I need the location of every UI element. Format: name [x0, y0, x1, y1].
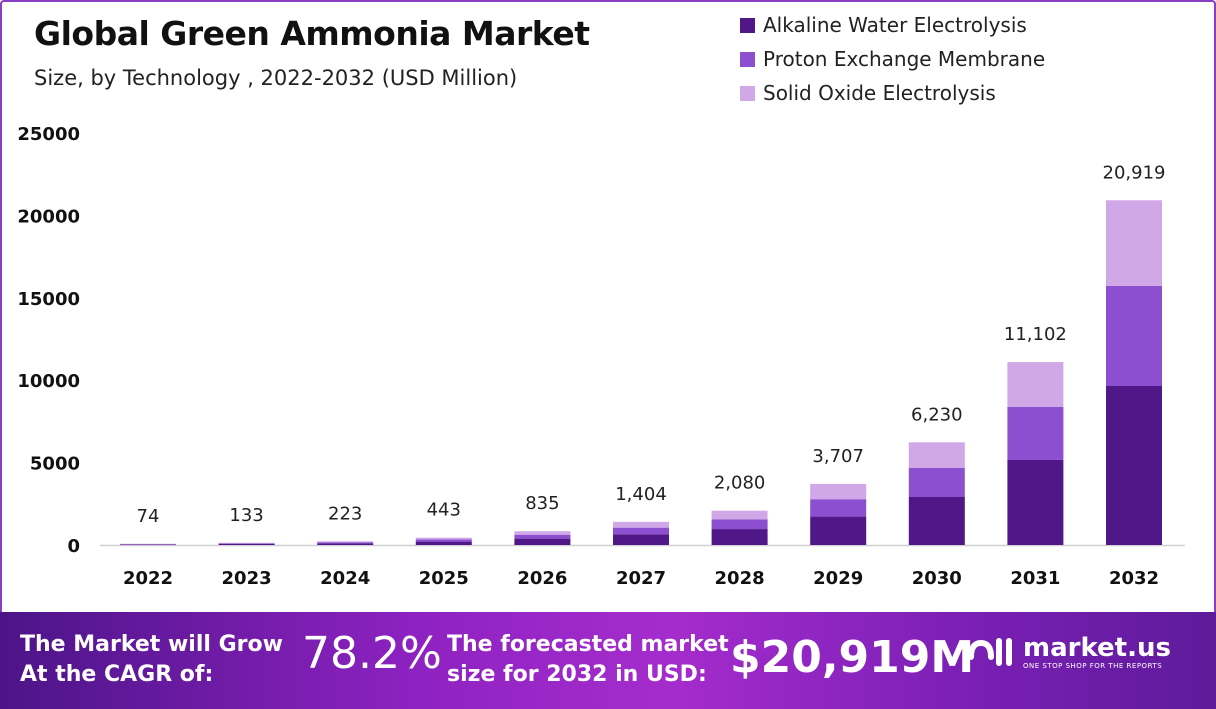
- data-label-2023: 133: [229, 505, 263, 526]
- x-tick-label: 2027: [616, 568, 666, 589]
- bar-segment-2023-1: [218, 543, 275, 544]
- bar-segment-2030-0: [908, 496, 965, 545]
- x-tick-label: 2028: [715, 568, 765, 589]
- bar-segment-2031-0: [1007, 459, 1064, 545]
- y-tick-label: 20000: [17, 206, 80, 227]
- bar-segment-2027-1: [613, 527, 669, 535]
- bar-segment-2027-0: [613, 534, 669, 545]
- bar-segment-2022-1: [120, 544, 176, 545]
- data-label-2026: 835: [525, 493, 559, 514]
- data-label-2029: 3,707: [812, 446, 864, 467]
- y-tick-label: 15000: [17, 289, 80, 310]
- bar-segment-2032-1: [1106, 286, 1162, 387]
- x-tick-label: 2032: [1109, 568, 1159, 589]
- bar-segment-2023-2: [218, 542, 275, 544]
- bar-segment-2030-2: [908, 442, 965, 468]
- y-tick-label: 10000: [17, 371, 80, 392]
- data-label-2027: 1,404: [615, 484, 667, 505]
- bar-segment-2028-0: [711, 529, 768, 545]
- data-label-2032: 20,919: [1103, 162, 1166, 183]
- legend-item-soe: Solid Oxide Electrolysis: [740, 76, 1045, 110]
- chart-subtitle: Size, by Technology , 2022-2032 (USD Mil…: [34, 66, 518, 90]
- bar-segment-2026-1: [514, 534, 571, 539]
- legend-item-alkaline: Alkaline Water Electrolysis: [740, 8, 1045, 42]
- footer-banner: The Market will Grow At the CAGR of: 78.…: [0, 612, 1216, 709]
- bar-segment-2025-1: [415, 539, 472, 542]
- bar-segment-2026-2: [514, 531, 571, 535]
- bar-segment-2029-2: [810, 483, 867, 500]
- bar-segment-2026-0: [514, 538, 571, 545]
- x-tick-label: 2031: [1010, 568, 1060, 589]
- bar-segment-2028-2: [711, 510, 768, 520]
- market-us-logo: market.us ONE STOP SHOP FOR THE REPORTS: [965, 634, 1171, 670]
- logo-name: market.us: [1023, 633, 1171, 663]
- bar-segment-2023-0: [218, 543, 275, 545]
- forecast-value: $20,919M: [730, 632, 975, 683]
- legend-label: Alkaline Water Electrolysis: [763, 13, 1027, 37]
- data-label-2024: 223: [328, 503, 362, 524]
- bar-segment-2028-1: [711, 519, 768, 530]
- forecast-text-2: size for 2032 in USD:: [447, 662, 707, 687]
- x-tick-label: 2029: [813, 568, 863, 589]
- cagr-text-2: At the CAGR of:: [20, 662, 214, 687]
- bar-segment-2025-2: [415, 537, 472, 540]
- cagr-text-1: The Market will Grow: [20, 632, 283, 657]
- x-tick-label: 2024: [320, 568, 370, 589]
- bar-segment-2022-0: [120, 544, 176, 546]
- legend-label: Solid Oxide Electrolysis: [763, 81, 996, 105]
- chart-title: Global Green Ammonia Market: [34, 14, 590, 53]
- legend-swatch: [740, 17, 755, 33]
- bar-segment-2029-0: [810, 516, 867, 545]
- legend-item-pem: Proton Exchange Membrane: [740, 42, 1045, 76]
- logo-icon: [968, 638, 1012, 666]
- bar-segment-2025-0: [415, 541, 472, 545]
- legend-label: Proton Exchange Membrane: [763, 47, 1046, 71]
- legend-swatch: [740, 51, 755, 67]
- forecast-caption: The forecasted market size for 2032 in U…: [447, 630, 729, 690]
- bar-chart: 0 5000 10000 15000 20000 25000 74 2022 133 2023 22…: [17, 124, 1185, 589]
- bar-segment-2029-1: [810, 499, 867, 517]
- bar-segment-2024-0: [317, 543, 374, 545]
- data-label-2025: 443: [427, 500, 461, 521]
- y-tick-label: 25000: [17, 124, 80, 145]
- bar-segment-2022-2: [120, 543, 176, 545]
- data-label-2031: 11,102: [1004, 324, 1067, 345]
- legend: Alkaline Water Electrolysis Proton Excha…: [740, 8, 1045, 110]
- x-tick-label: 2025: [419, 568, 469, 589]
- bar-segment-2032-2: [1106, 200, 1162, 287]
- bar-segment-2027-2: [613, 521, 669, 528]
- y-tick-label: 0: [67, 536, 80, 557]
- data-label-2030: 6,230: [911, 404, 963, 425]
- data-label-2028: 2,080: [714, 473, 766, 494]
- x-tick-label: 2026: [517, 568, 567, 589]
- bar-segment-2032-0: [1106, 386, 1162, 545]
- bar-segment-2024-2: [317, 541, 374, 543]
- bar-segment-2031-2: [1007, 362, 1064, 407]
- legend-swatch: [740, 85, 755, 101]
- bar-segment-2031-1: [1007, 406, 1064, 460]
- bar-segment-2024-1: [317, 542, 374, 544]
- cagr-value: 78.2%: [302, 628, 442, 679]
- cagr-caption: The Market will Grow At the CAGR of:: [20, 630, 283, 690]
- x-tick-label: 2023: [222, 568, 272, 589]
- x-tick-label: 2030: [912, 568, 962, 589]
- forecast-text-1: The forecasted market: [447, 632, 729, 657]
- x-tick-label: 2022: [123, 568, 173, 589]
- logo-tagline: ONE STOP SHOP FOR THE REPORTS: [1023, 662, 1163, 670]
- bar-segment-2030-1: [908, 467, 965, 497]
- data-label-2022: 74: [137, 506, 160, 527]
- y-tick-label: 5000: [30, 454, 80, 475]
